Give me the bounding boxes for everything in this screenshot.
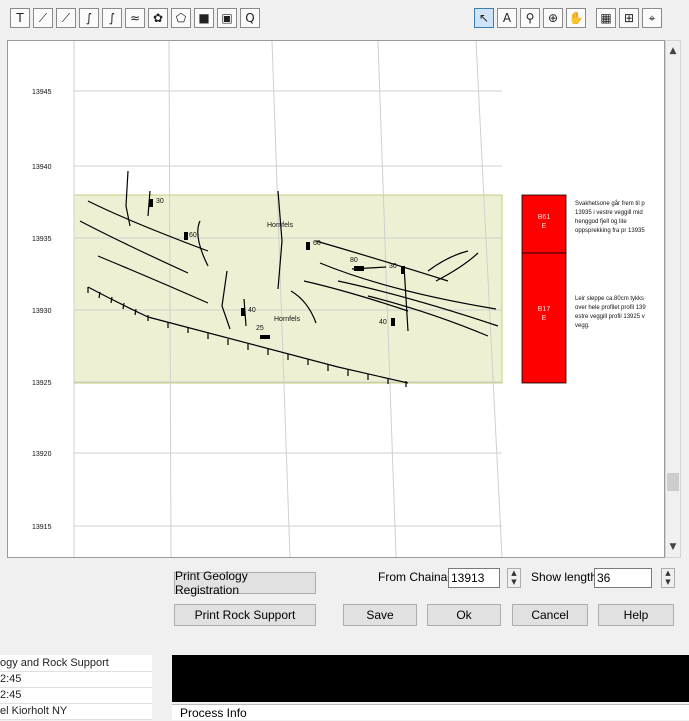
filled-rect-icon[interactable]: ■ bbox=[194, 8, 214, 28]
chainage-tick-label: 13930 bbox=[32, 308, 52, 315]
from-chainage-stepper[interactable]: ▲ ▼ bbox=[507, 568, 521, 588]
geology-chart: 13945 13940 13935 13930 13925 13920 13915 bbox=[32, 41, 646, 557]
chainage-tick-label: 13940 bbox=[32, 164, 52, 171]
drawing-toolbar: T ⟋ ⟋ ∫ ∫ ≈ ✿ ⬠ ■ ▣ Q ↖ A ⚲ ⊕ ✋ ▦ ⊞ ⌖ bbox=[0, 0, 689, 36]
pan-hand-icon[interactable]: ✋ bbox=[566, 8, 586, 28]
polygon-fill-icon[interactable]: ✿ bbox=[148, 8, 168, 28]
dip-label: 30 bbox=[389, 263, 397, 270]
ok-button[interactable]: Ok bbox=[427, 604, 501, 626]
dip-label: 40 bbox=[248, 307, 256, 314]
grid-icon[interactable]: ▦ bbox=[596, 8, 616, 28]
from-chainage-input[interactable]: 13913 bbox=[448, 568, 500, 588]
chainage-tick-label: 13945 bbox=[32, 89, 52, 96]
rock-type-label: Hornfels bbox=[267, 222, 294, 229]
fault-line-icon[interactable]: ≈ bbox=[125, 8, 145, 28]
note-line: 13935 i vestre veggill mid bbox=[575, 210, 643, 216]
dip-label: 60 bbox=[189, 232, 197, 239]
shape-icon[interactable]: ⬠ bbox=[171, 8, 191, 28]
chainage-tick-label: 13935 bbox=[32, 236, 52, 243]
list-item[interactable]: 2:45 bbox=[0, 687, 152, 704]
scroll-up-icon[interactable]: ▲ bbox=[669, 46, 677, 56]
list-item[interactable]: el Kiorholt NY bbox=[0, 703, 152, 720]
curve-line-icon[interactable]: ∫ bbox=[79, 8, 99, 28]
note-line: henggod fjell og lite bbox=[575, 219, 627, 225]
print-geology-button[interactable]: Print Geology Registration bbox=[174, 569, 316, 597]
save-button[interactable]: Save bbox=[343, 604, 417, 626]
scroll-down-icon[interactable]: ▼ bbox=[669, 542, 677, 552]
rock-class-cell-1 bbox=[521, 194, 567, 254]
dip-label: 80 bbox=[350, 257, 358, 264]
cancel-button[interactable]: Cancel bbox=[512, 604, 588, 626]
strike-symbols bbox=[149, 199, 405, 339]
dip-strike-icon[interactable]: ⟋ bbox=[33, 8, 53, 28]
pointer-icon[interactable]: ↖ bbox=[474, 8, 494, 28]
process-info-header: Process Info bbox=[172, 704, 689, 720]
note-line: over hele profilet profil 139 bbox=[575, 305, 646, 311]
list-item[interactable]: ogy and Rock Support bbox=[0, 655, 152, 672]
text-size-icon[interactable]: A bbox=[497, 8, 517, 28]
note-line: estre veggill profil 13925 v bbox=[575, 314, 645, 320]
note-line: Leir sleppe ca.80cm tykks bbox=[575, 296, 644, 302]
dip-label: 25 bbox=[256, 325, 264, 332]
print-rock-support-button[interactable]: Print Rock Support bbox=[174, 604, 316, 626]
insert-table-icon[interactable]: ⊞ bbox=[619, 8, 639, 28]
show-length-label: Show length: bbox=[531, 570, 601, 584]
vertical-scrollbar[interactable]: ▲ ▼ bbox=[665, 40, 681, 558]
chainage-tick-label: 13915 bbox=[32, 524, 52, 531]
zoom-icon[interactable]: ⚲ bbox=[520, 8, 540, 28]
note-line: Svakhetsone går frem til p bbox=[575, 200, 645, 207]
grid-lines bbox=[73, 41, 503, 557]
zoom-extent-icon[interactable]: ⊕ bbox=[543, 8, 563, 28]
dip-label: 40 bbox=[379, 319, 387, 326]
dip-label: 60 bbox=[313, 240, 321, 247]
note-line: oppsprekking fra pr 13935 bbox=[575, 228, 645, 234]
discontinuity-traces bbox=[79, 170, 499, 337]
rock-class-code: B61 bbox=[538, 214, 551, 221]
chainage-tick-label: 13925 bbox=[32, 380, 52, 387]
rock-class-letter: E bbox=[542, 223, 547, 230]
dip-arrow-icon[interactable]: ⟋ bbox=[56, 8, 76, 28]
from-chainage-label: From Chainag bbox=[378, 570, 455, 584]
rock-type-label: Hornfels bbox=[274, 316, 301, 323]
rock-class-code: B17 bbox=[538, 306, 551, 313]
freehand-line-icon[interactable]: ∫ bbox=[102, 8, 122, 28]
fault-trace bbox=[87, 286, 409, 387]
box-q-icon[interactable]: Q bbox=[240, 8, 260, 28]
note-line: vegg. bbox=[575, 323, 590, 329]
list-item[interactable]: 2:45 bbox=[0, 671, 152, 688]
chainage-tick-label: 13920 bbox=[32, 451, 52, 458]
rock-class-letter: E bbox=[542, 315, 547, 322]
rock-class-cell-2 bbox=[521, 252, 567, 384]
help-button[interactable]: Help bbox=[598, 604, 674, 626]
background-dark-panel bbox=[172, 655, 689, 702]
coordinate-icon[interactable]: ⌖ bbox=[642, 8, 662, 28]
scrollbar-thumb[interactable] bbox=[667, 473, 679, 491]
text-tool-icon[interactable]: T bbox=[10, 8, 30, 28]
box-text-icon[interactable]: ▣ bbox=[217, 8, 237, 28]
geology-drawing-canvas[interactable]: 13945 13940 13935 13930 13925 13920 13915 bbox=[7, 40, 665, 558]
dip-label: 30 bbox=[156, 198, 164, 205]
background-list-panel: ogy and Rock Support 2:45 2:45 el Kiorho… bbox=[0, 655, 152, 720]
show-length-input[interactable]: 36 bbox=[594, 568, 652, 588]
show-length-stepper[interactable]: ▲ ▼ bbox=[661, 568, 675, 588]
